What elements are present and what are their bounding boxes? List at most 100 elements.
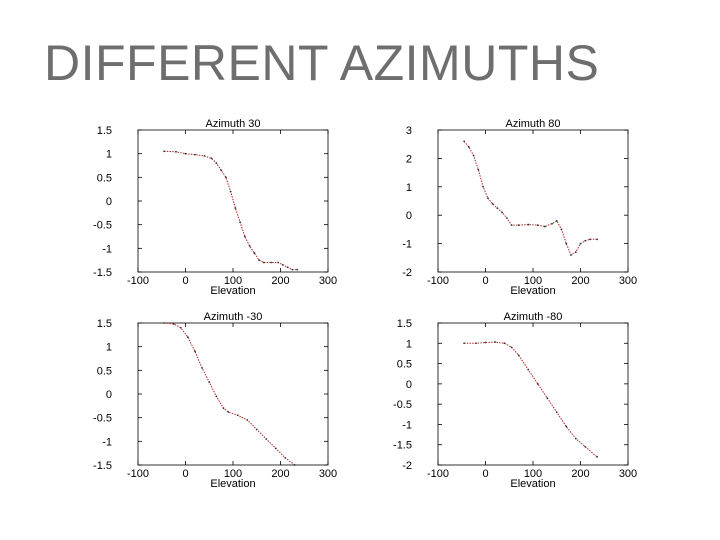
y-tick-label: -1 [102,243,112,255]
data-point [546,397,549,399]
x-tick-label: 300 [319,468,337,480]
data-point [536,382,539,385]
y-tick-label: 0.5 [97,172,112,184]
data-point [574,251,577,254]
x-tick-label: 100 [224,468,242,480]
data-point [296,268,299,271]
data-point [555,219,558,222]
data-point [227,411,230,413]
plot-frame [137,129,329,273]
data-point [496,207,499,209]
data-point [243,235,246,238]
data-point [175,150,177,153]
chart-title: Azimuth 80 [505,118,560,130]
data-point [472,154,475,157]
data-point [536,224,539,227]
y-tick-label: -1 [402,239,412,251]
data-point [172,323,175,325]
plot-frame [437,322,629,466]
data-point [596,238,599,241]
data-point [258,259,261,262]
y-tick-label: 1 [106,342,112,354]
data-point [163,322,166,324]
y-tick-label: 0 [406,210,412,222]
data-point [270,261,272,264]
series-line [463,141,598,256]
data-point [579,242,582,245]
data-point [224,176,227,179]
chart-azimuth-80: Azimuth 80 -100 0 100 200 300 3 2 1 0 -1 -2 Elevatio… [402,118,637,297]
data-point [163,150,166,153]
x-axis-label: Elevation [210,478,255,490]
chart-azimuth-neg30: Azimuth -30 -100 0 100 200 300 1.5 1 0.5 0 -0.5 -1 -… [93,311,337,490]
data-point [291,268,294,271]
x-tick-label: 0 [482,275,488,287]
x-tick-label: 200 [571,275,589,287]
data-point [286,266,289,269]
y-tick-label: 1.5 [97,125,112,137]
data-point [482,185,485,188]
chart-title: Azimuth 30 [205,118,260,130]
data-point [215,395,218,398]
chart-title: Azimuth -30 [204,311,263,323]
plot-frame [137,322,329,466]
y-tick-label: 1 [406,182,412,194]
data-point [277,261,280,264]
chart-azimuth-neg80: Azimuth -80 -100 0 100 200 300 1.5 1 0.5 0 -0.5 -1 -… [393,311,637,490]
x-tick-label: 100 [524,468,542,480]
x-tick-label: 300 [619,275,637,287]
data-point [255,428,258,431]
data-point [491,202,494,205]
data-point [281,264,284,266]
data-point [467,146,470,148]
data-point [179,326,182,329]
x-axis-label: Elevation [510,285,555,297]
data-point [596,455,599,458]
data-point [262,261,265,264]
x-axis-label: Elevation [510,478,555,490]
data-point [565,242,568,245]
y-tick-label: -0.5 [93,413,112,425]
data-point [203,155,206,157]
data-point [229,190,232,193]
data-point [239,221,242,224]
data-point [570,254,572,256]
y-tick-label: -1.5 [93,267,112,279]
x-tick-label: 100 [524,275,542,287]
data-point [234,207,237,209]
plot-frame [437,129,629,273]
x-tick-label: 0 [482,468,488,480]
data-point [274,447,277,450]
x-tick-label: 300 [619,468,637,480]
y-tick-label: 0.5 [397,359,412,371]
y-tick-label: -1 [402,419,412,431]
data-point [253,252,256,254]
data-point [236,414,239,417]
data-point [248,245,251,247]
data-point [494,341,496,343]
data-point [184,152,187,155]
slide-title: DIFFERENT AZIMUTHS [44,35,600,91]
x-tick-label: 0 [182,468,188,480]
data-point [584,445,587,448]
y-tick-label: -0.5 [393,399,412,411]
data-point [584,239,587,242]
y-tick-label: -2 [402,460,412,472]
data-point [477,168,480,171]
x-tick-label: 200 [271,468,289,480]
data-point [551,222,553,225]
data-point [505,217,508,219]
data-point [574,437,577,440]
x-tick-label: 0 [182,275,188,287]
x-tick-label: -100 [127,468,149,480]
data-point [265,438,268,440]
data-point [510,346,513,349]
data-point [463,140,466,143]
x-tick-label: 200 [571,468,589,480]
data-point [486,197,489,200]
data-point [194,350,196,353]
data-point [527,223,530,226]
data-point [555,411,558,414]
x-tick-label: 100 [224,275,242,287]
data-point [510,224,513,227]
